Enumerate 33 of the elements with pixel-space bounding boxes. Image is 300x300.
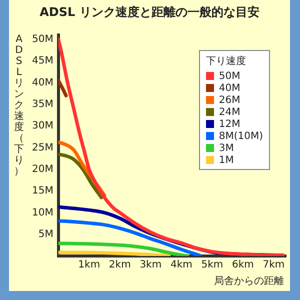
y-tick-label: 15M xyxy=(32,186,54,197)
y-tick-label: 10M xyxy=(32,207,54,218)
x-tick-label: 1km xyxy=(78,260,100,271)
text: ADSLリンク速度（下り） xyxy=(14,34,24,177)
y-tick-label: 20M xyxy=(32,164,54,175)
y-tick-label: 50M xyxy=(32,34,54,45)
chart-title: ADSL リンク速度と距離の一般的な目安 xyxy=(38,4,260,21)
x-tick-label: 2km xyxy=(108,260,131,271)
legend-title: 下り速度 xyxy=(206,54,247,68)
y-tick-label: 30M xyxy=(32,120,54,132)
legend-label: 8M(10M) xyxy=(218,130,263,142)
legend-label: 26M xyxy=(218,94,240,106)
y-tick-label: 5M xyxy=(38,228,54,240)
x-tick-label: 3km xyxy=(140,260,162,271)
line-series xyxy=(58,242,190,256)
y-tick-label: 35M xyxy=(32,98,54,110)
x-axis-title: 局舎からの距離 xyxy=(214,275,284,288)
legend-label: 24M xyxy=(218,106,240,118)
y-tick-label: 25M xyxy=(32,142,54,154)
line-series xyxy=(58,219,202,256)
x-tick-label: 7km xyxy=(262,260,285,271)
y-tick-label: 40M xyxy=(32,77,54,88)
x-tick-label: 5km xyxy=(201,260,224,271)
legend-label: 40M xyxy=(218,82,240,94)
legend-label: 50M xyxy=(218,70,240,82)
line-series xyxy=(58,38,285,256)
y-tick-label: 45M xyxy=(32,56,54,67)
legend-label: 12M xyxy=(218,118,240,130)
x-tick-label: 4km xyxy=(170,260,192,271)
legend-label: 1M xyxy=(218,154,234,166)
legend-label: 3M xyxy=(218,142,234,154)
line-series xyxy=(58,152,104,200)
x-tick-label: 6km xyxy=(232,260,254,271)
